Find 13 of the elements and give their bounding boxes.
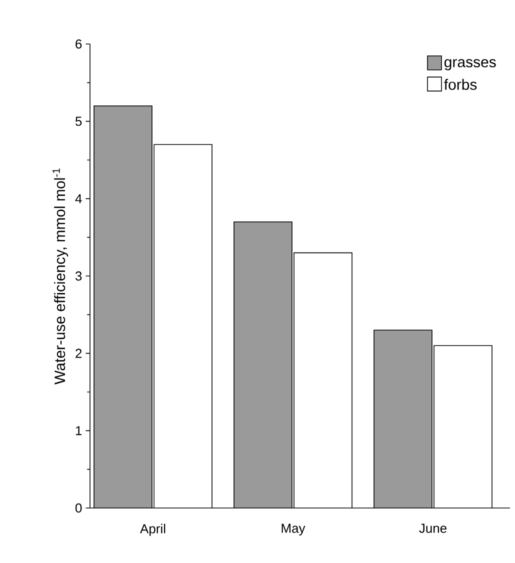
x-tick-label: May <box>282 524 306 536</box>
y-tick-label: 2 <box>76 348 82 358</box>
x-tick-label: April <box>140 524 166 536</box>
y-axis-title: Water-use efficiency, mmol mol$^{-1}$ <box>52 168 68 384</box>
x-tick-label: June <box>419 524 447 533</box>
y-tick-label: 6 <box>76 39 82 49</box>
y-tick-label: 0 <box>75 503 82 513</box>
legend-label: grasses <box>444 59 496 70</box>
y-tick-label: 5 <box>75 116 82 126</box>
y-tick-label: 4 <box>75 194 82 204</box>
y-tick-label: 1 <box>76 426 82 436</box>
legend-label: forbs <box>444 78 477 90</box>
y-tick-label: 3 <box>75 271 82 281</box>
